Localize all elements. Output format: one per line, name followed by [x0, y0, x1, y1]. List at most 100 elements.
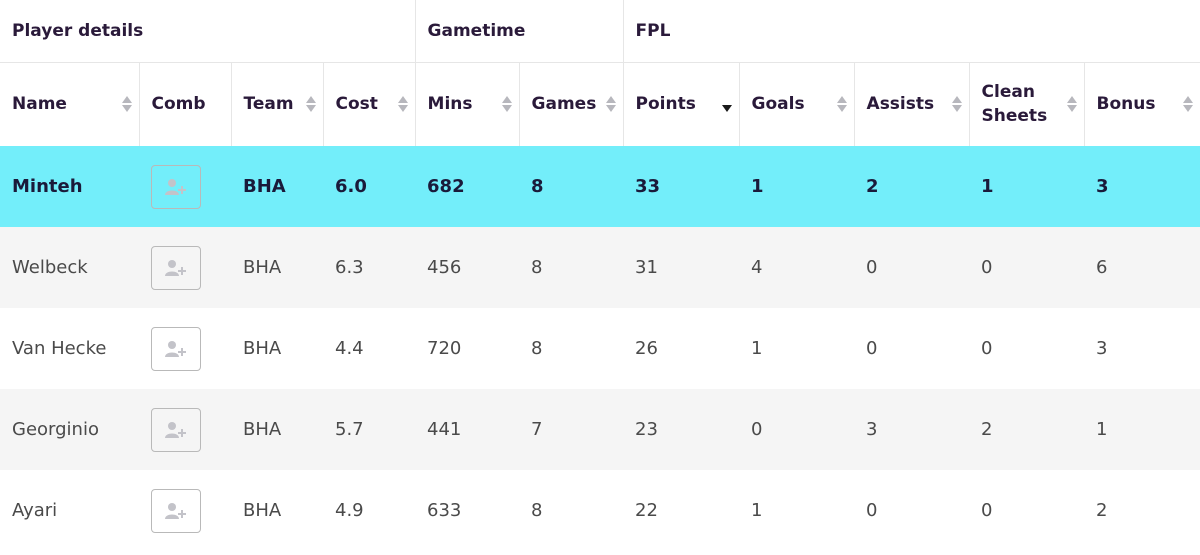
cell-name: Van Hecke	[0, 308, 139, 389]
column-header-goals[interactable]: Goals	[739, 62, 855, 146]
column-header-bonus[interactable]: Bonus	[1084, 62, 1200, 146]
cell-team: BHA	[231, 308, 323, 389]
column-header-label: Bonus	[1096, 94, 1156, 115]
column-header-name[interactable]: Name	[0, 62, 140, 146]
column-header-team[interactable]: Team	[231, 62, 324, 146]
sort-arrows-icon[interactable]	[722, 95, 733, 113]
sort-arrows-icon[interactable]	[952, 95, 963, 113]
cell-mins: 682	[415, 146, 520, 227]
column-header-label: Assists	[866, 94, 935, 115]
column-header-clean-sheets[interactable]: Clean Sheets	[969, 62, 1085, 146]
cell-cost: 6.3	[323, 227, 416, 308]
cell-name: Georginio	[0, 389, 139, 470]
cell-games: 8	[519, 308, 624, 389]
cell-bonus: 3	[1084, 308, 1200, 389]
cell-clean-sheets: 0	[969, 227, 1085, 308]
cell-goals: 1	[739, 146, 855, 227]
column-header-points[interactable]: Points	[623, 62, 740, 146]
column-header-label: Games	[531, 94, 597, 115]
column-header-assists[interactable]: Assists	[854, 62, 970, 146]
cell-mins: 720	[415, 308, 520, 389]
sort-arrows-icon[interactable]	[398, 95, 409, 113]
cell-bonus: 2	[1084, 470, 1200, 551]
add-to-comb-button[interactable]	[151, 164, 201, 209]
cell-assists: 2	[854, 146, 970, 227]
cell-games: 8	[519, 146, 624, 227]
cell-cost: 4.4	[323, 308, 416, 389]
cell-goals: 0	[739, 389, 855, 470]
table-row[interactable]: Ayari BHA 4.9 633 8 22 1 0 0 2	[0, 470, 1200, 551]
column-header-label: Mins	[427, 94, 473, 115]
sort-arrows-icon[interactable]	[837, 95, 848, 113]
sort-arrows-icon[interactable]	[606, 95, 617, 113]
cell-team: BHA	[231, 227, 323, 308]
column-header-label: Name	[12, 94, 67, 115]
cell-comb	[139, 308, 231, 389]
cell-goals: 1	[739, 308, 855, 389]
column-header-label: Cost	[335, 94, 378, 115]
cell-cost: 6.0	[323, 146, 416, 227]
cell-team: BHA	[231, 146, 323, 227]
table-row[interactable]: Welbeck BHA 6.3 456 8 31 4 0 0 6	[0, 227, 1200, 308]
cell-mins: 633	[415, 470, 520, 551]
cell-bonus: 6	[1084, 227, 1200, 308]
cell-comb	[139, 227, 231, 308]
cell-cost: 4.9	[323, 470, 416, 551]
column-header-cost[interactable]: Cost	[323, 62, 416, 146]
cell-assists: 0	[854, 470, 970, 551]
table-row[interactable]: Van Hecke BHA 4.4 720 8 26 1 0 0 3	[0, 308, 1200, 389]
column-header-mins[interactable]: Mins	[415, 62, 520, 146]
cell-team: BHA	[231, 470, 323, 551]
cell-games: 8	[519, 227, 624, 308]
column-header-label: Team	[243, 94, 294, 115]
cell-bonus: 1	[1084, 389, 1200, 470]
sort-arrows-icon[interactable]	[306, 95, 317, 113]
cell-name: Minteh	[0, 146, 139, 227]
table-row[interactable]: Georginio BHA 5.7 441 7 23 0 3 2 1	[0, 389, 1200, 470]
cell-mins: 456	[415, 227, 520, 308]
cell-cost: 5.7	[323, 389, 416, 470]
cell-games: 7	[519, 389, 624, 470]
cell-team: BHA	[231, 389, 323, 470]
column-group-row: Player details Gametime FPL	[0, 0, 1200, 63]
column-header-label: Points	[635, 94, 696, 115]
cell-assists: 0	[854, 227, 970, 308]
cell-goals: 4	[739, 227, 855, 308]
cell-assists: 0	[854, 308, 970, 389]
add-to-comb-button[interactable]	[151, 407, 201, 452]
column-header-label: Goals	[751, 94, 805, 115]
cell-clean-sheets: 2	[969, 389, 1085, 470]
sort-arrows-icon[interactable]	[1183, 95, 1194, 113]
cell-name: Ayari	[0, 470, 139, 551]
add-person-icon	[164, 420, 188, 440]
add-to-comb-button[interactable]	[151, 488, 201, 533]
table-body: Minteh BHA 6.0 682 8 33 1 2 1 3 Welbeck BHA 6.3 456 8 3…	[0, 146, 1200, 551]
sort-arrows-icon[interactable]	[1067, 95, 1078, 113]
table-row[interactable]: Minteh BHA 6.0 682 8 33 1 2 1 3	[0, 146, 1200, 227]
add-person-icon	[164, 258, 188, 278]
column-group-header: Gametime	[415, 0, 624, 63]
cell-clean-sheets: 0	[969, 308, 1085, 389]
column-header-label: Comb	[151, 94, 206, 115]
add-to-comb-button[interactable]	[151, 326, 201, 371]
column-header-games[interactable]: Games	[519, 62, 624, 146]
cell-clean-sheets: 1	[969, 146, 1085, 227]
cell-points: 31	[623, 227, 740, 308]
add-person-icon	[164, 177, 188, 197]
column-group-header: FPL	[623, 0, 1200, 63]
column-header-label: Clean Sheets	[981, 82, 1048, 127]
add-to-comb-button[interactable]	[151, 245, 201, 290]
cell-clean-sheets: 0	[969, 470, 1085, 551]
sort-arrows-icon[interactable]	[502, 95, 513, 113]
cell-points: 23	[623, 389, 740, 470]
cell-assists: 3	[854, 389, 970, 470]
cell-bonus: 3	[1084, 146, 1200, 227]
cell-games: 8	[519, 470, 624, 551]
column-header-comb: Comb	[139, 62, 232, 146]
cell-comb	[139, 389, 231, 470]
cell-goals: 1	[739, 470, 855, 551]
cell-name: Welbeck	[0, 227, 139, 308]
column-header-row: Name Comb Team Cost Mins Games Points Goals Assi…	[0, 62, 1200, 146]
sort-arrows-icon[interactable]	[122, 95, 133, 113]
